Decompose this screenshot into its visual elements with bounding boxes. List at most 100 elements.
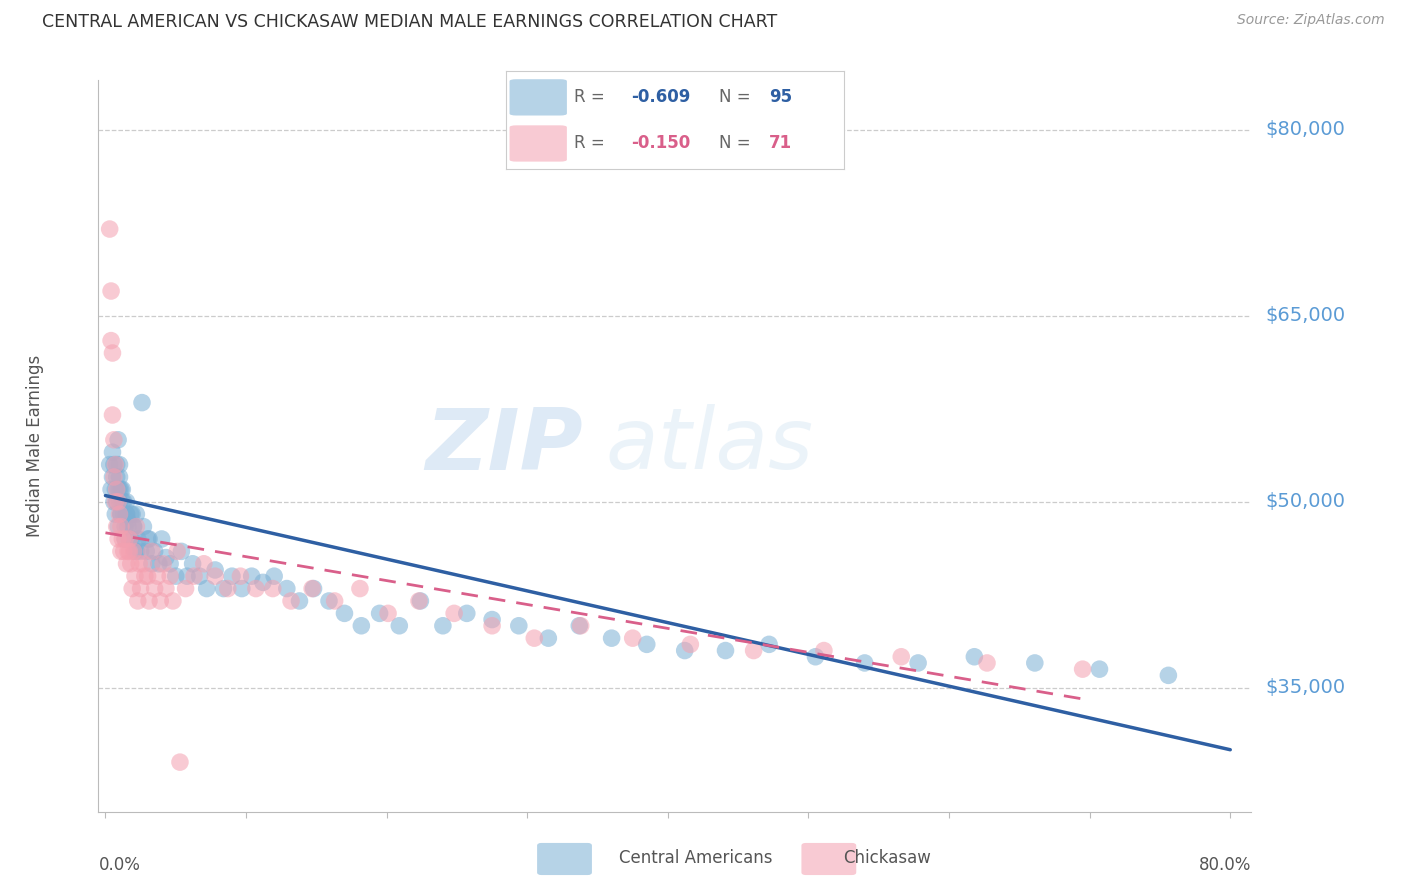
Point [105, 495, 128, 509]
Point [101, 346, 124, 360]
Point [636, 637, 658, 651]
Point [107, 433, 129, 447]
Point [1024, 656, 1046, 670]
Point [101, 408, 124, 422]
Point [128, 557, 150, 571]
Point [125, 519, 148, 533]
Point [114, 519, 136, 533]
Point [103, 470, 125, 484]
Text: $65,000: $65,000 [1265, 306, 1346, 326]
Point [758, 637, 780, 651]
Point [1157, 668, 1180, 682]
Point [108, 470, 131, 484]
Point [217, 582, 239, 596]
Point [136, 569, 159, 583]
Point [129, 544, 152, 558]
Point [107, 519, 129, 533]
Point [101, 470, 124, 484]
Point [350, 619, 373, 633]
Point [103, 433, 125, 447]
Point [115, 507, 138, 521]
Point [183, 569, 205, 583]
Text: $80,000: $80,000 [1265, 120, 1346, 139]
Point [231, 582, 253, 596]
Point [107, 483, 129, 497]
Point [408, 594, 430, 608]
Point [115, 495, 138, 509]
Point [301, 582, 323, 596]
Point [112, 544, 135, 558]
Point [98, 222, 121, 236]
Point [159, 557, 181, 571]
Point [481, 613, 503, 627]
Point [132, 519, 155, 533]
Point [118, 532, 141, 546]
Point [276, 582, 298, 596]
Point [907, 656, 929, 670]
Point [111, 532, 134, 546]
Point [98, 458, 121, 472]
Point [813, 643, 835, 657]
Point [118, 532, 141, 546]
Point [148, 557, 170, 571]
Point [508, 619, 530, 633]
Point [135, 544, 157, 558]
Point [176, 569, 198, 583]
Point [600, 631, 623, 645]
Point [105, 470, 128, 484]
Point [349, 582, 371, 596]
Point [117, 519, 139, 533]
Point [127, 594, 149, 608]
Point [673, 643, 696, 657]
Point [263, 569, 285, 583]
Point [114, 532, 136, 546]
Point [252, 575, 274, 590]
Text: atlas: atlas [606, 404, 814, 488]
Point [108, 495, 131, 509]
Point [111, 495, 134, 509]
Point [481, 619, 503, 633]
Point [388, 619, 411, 633]
Point [125, 544, 148, 558]
Text: N =: N = [718, 134, 755, 152]
Point [124, 544, 146, 558]
Point [323, 594, 346, 608]
Point [1088, 662, 1111, 676]
Point [368, 607, 391, 621]
Point [149, 594, 172, 608]
Point [105, 458, 128, 472]
Text: Median Male Earnings: Median Male Earnings [25, 355, 44, 537]
Point [568, 619, 591, 633]
Point [181, 557, 204, 571]
Point [165, 569, 187, 583]
Text: -0.150: -0.150 [631, 134, 690, 152]
Point [443, 607, 465, 621]
Point [679, 637, 702, 651]
Point [121, 582, 143, 596]
Point [105, 519, 128, 533]
Point [100, 284, 122, 298]
Point [118, 544, 141, 558]
Point [143, 544, 166, 558]
Point [117, 544, 139, 558]
Point [976, 656, 998, 670]
Point [104, 483, 127, 497]
Point [121, 532, 143, 546]
Point [240, 569, 263, 583]
Point [280, 594, 302, 608]
Point [146, 569, 169, 583]
Point [742, 643, 765, 657]
Point [122, 519, 145, 533]
Point [262, 582, 284, 596]
Point [150, 532, 173, 546]
Point [100, 334, 122, 348]
Point [110, 507, 132, 521]
Point [125, 507, 148, 521]
Point [166, 544, 188, 558]
Point [110, 519, 132, 533]
Text: R =: R = [574, 88, 610, 106]
Point [110, 483, 132, 497]
Point [127, 532, 149, 546]
Point [155, 582, 177, 596]
Point [143, 582, 166, 596]
